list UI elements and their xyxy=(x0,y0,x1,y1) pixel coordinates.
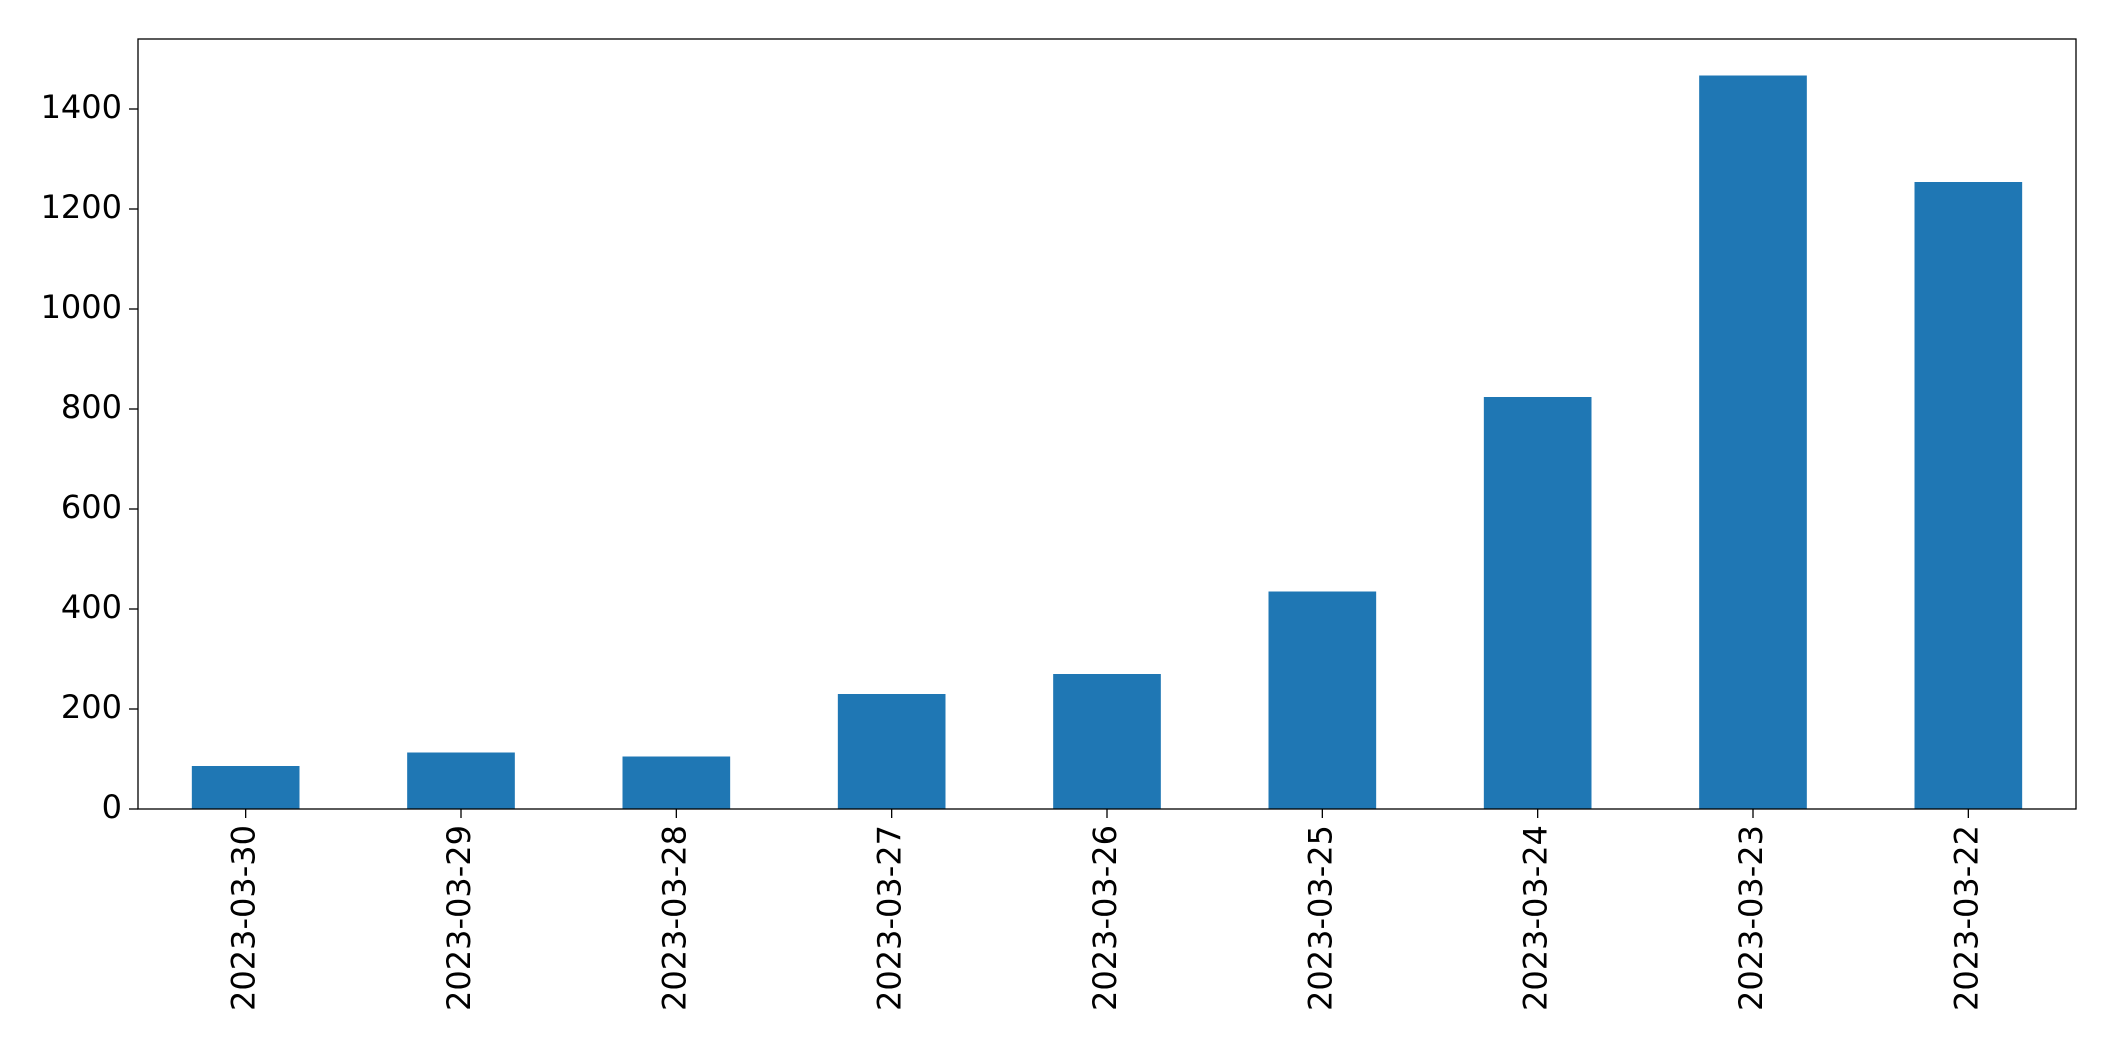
x-tick-label: 2023-03-26 xyxy=(1086,825,1124,1011)
bar xyxy=(1914,182,2023,809)
bar xyxy=(622,756,731,809)
y-tick-label: 1000 xyxy=(41,288,122,326)
bar xyxy=(1483,397,1592,809)
y-tick-label: 600 xyxy=(61,488,122,526)
bar xyxy=(837,694,946,809)
x-tick-label: 2023-03-28 xyxy=(655,825,693,1011)
plot-frame xyxy=(137,38,2077,810)
x-tick-label: 2023-03-23 xyxy=(1732,825,1770,1011)
x-tick-label: 2023-03-25 xyxy=(1301,825,1339,1011)
y-tick-label: 0 xyxy=(102,788,122,826)
x-tick-label: 2023-03-30 xyxy=(225,825,263,1011)
bar xyxy=(1268,591,1377,809)
y-tick-label: 400 xyxy=(61,588,122,626)
y-tick-label: 1200 xyxy=(41,188,122,226)
bar xyxy=(191,766,300,809)
y-tick-label: 1400 xyxy=(41,88,122,126)
x-tick-label: 2023-03-29 xyxy=(440,825,478,1011)
y-tick-label: 800 xyxy=(61,388,122,426)
x-tick-label: 2023-03-24 xyxy=(1517,825,1555,1011)
y-tick-label: 200 xyxy=(61,688,122,726)
x-tick-label: 2023-03-22 xyxy=(1947,825,1985,1011)
bar xyxy=(1699,75,1807,809)
bar xyxy=(1053,674,1161,809)
bar xyxy=(407,752,515,809)
x-tick-label: 2023-03-27 xyxy=(871,825,909,1011)
